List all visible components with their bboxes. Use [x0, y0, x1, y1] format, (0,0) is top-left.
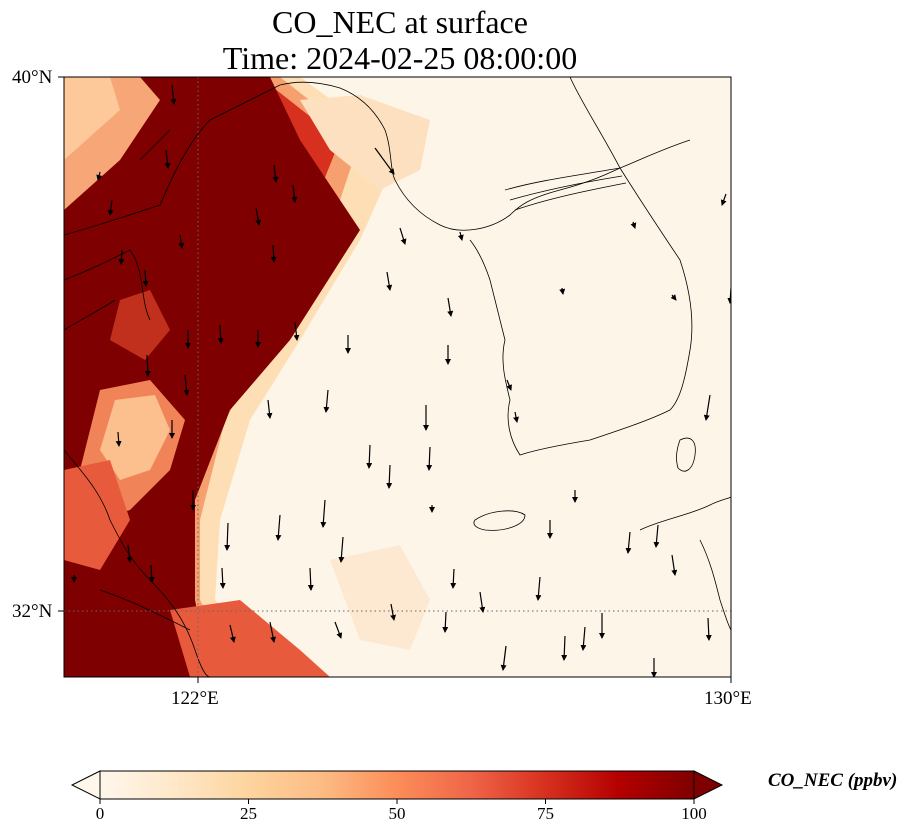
wind-arrow — [479, 591, 486, 613]
wind-arrow — [148, 564, 155, 583]
lat-label-40n: 40°N — [12, 67, 53, 88]
wind-arrow — [115, 431, 122, 447]
wind-arrow — [386, 464, 393, 489]
colorbar-gradient — [100, 771, 694, 799]
colorbar-tick-0: 0 — [95, 804, 105, 823]
wind-arrow — [183, 374, 190, 396]
wind-arrow — [270, 244, 277, 263]
map-frame — [63, 76, 732, 678]
wind-arrow — [272, 164, 279, 183]
wind-arrow — [580, 626, 587, 651]
wind-arrow — [705, 617, 712, 641]
wind-arrow — [561, 635, 568, 661]
wind-arrow — [366, 444, 373, 469]
wind-arrow — [653, 524, 660, 548]
wind-arrow — [559, 287, 566, 295]
axis-ticks — [58, 76, 732, 683]
wind-vectors — [71, 84, 731, 677]
wind-arrow — [703, 394, 711, 421]
wind-arrow — [386, 271, 393, 291]
wind-arrow — [142, 269, 149, 287]
wind-arrow — [535, 576, 542, 601]
wind-arrow — [126, 544, 133, 563]
lon-label-122e: 122°E — [171, 688, 219, 709]
wind-arrow — [224, 522, 231, 551]
colorbar-tick-75: 75 — [537, 804, 554, 823]
wind-arrow — [293, 321, 300, 341]
colorbar-max-extend — [693, 770, 724, 800]
wind-arrow — [390, 603, 397, 621]
wind-arrow — [447, 297, 454, 317]
wind-arrow — [442, 611, 449, 633]
wind-arrow — [96, 171, 103, 181]
colorbar — [70, 770, 724, 804]
wind-arrow — [630, 221, 637, 229]
wind-arrow — [291, 184, 298, 203]
map-title-line1: CO_NEC at surface — [272, 4, 528, 40]
wind-arrow — [320, 499, 327, 528]
coastlines — [64, 77, 731, 677]
colorbar-min-extend — [70, 770, 101, 800]
wind-arrow — [671, 554, 678, 576]
wind-arrow — [513, 411, 519, 423]
wind-arrow — [164, 149, 171, 169]
wind-arrow — [275, 514, 282, 541]
wind-arrow — [307, 567, 314, 591]
wind-arrow — [255, 207, 262, 226]
wind-arrow — [118, 249, 125, 265]
wind-arrow — [334, 621, 343, 639]
wind-arrow — [217, 324, 224, 344]
colorbar-tick-100: 100 — [681, 804, 707, 823]
wind-arrow — [399, 227, 407, 245]
wind-arrow — [450, 568, 457, 589]
colorbar-label: CO_NEC (ppbv) — [768, 770, 898, 791]
wind-arrow — [338, 536, 345, 563]
wind-arrow — [170, 84, 177, 105]
wind-arrow — [374, 147, 395, 175]
wind-arrow — [323, 389, 330, 413]
colorbar-tick-25: 25 — [240, 804, 257, 823]
gridlines — [64, 77, 731, 677]
wind-arrow — [229, 624, 236, 643]
wind-arrow — [457, 231, 464, 241]
wind-arrow — [107, 199, 114, 216]
wind-arrow — [625, 531, 632, 554]
wind-arrow — [219, 567, 226, 589]
map-title-line2: Time: 2024-02-25 08:00:00 — [222, 40, 578, 76]
wind-arrow — [500, 645, 507, 671]
colorbar-tick-50: 50 — [388, 804, 406, 823]
wind-arrow — [266, 399, 273, 419]
lon-label-130e: 130°E — [704, 688, 752, 709]
lat-label-32n: 32°N — [12, 601, 53, 622]
wind-arrow — [178, 234, 185, 249]
wind-arrow — [506, 379, 512, 391]
wind-arrow — [144, 354, 151, 377]
wind-arrow — [670, 294, 677, 301]
wind-arrow — [720, 193, 727, 206]
wind-arrow — [426, 446, 433, 471]
concentration-field — [64, 77, 731, 677]
wind-arrow — [269, 621, 276, 643]
